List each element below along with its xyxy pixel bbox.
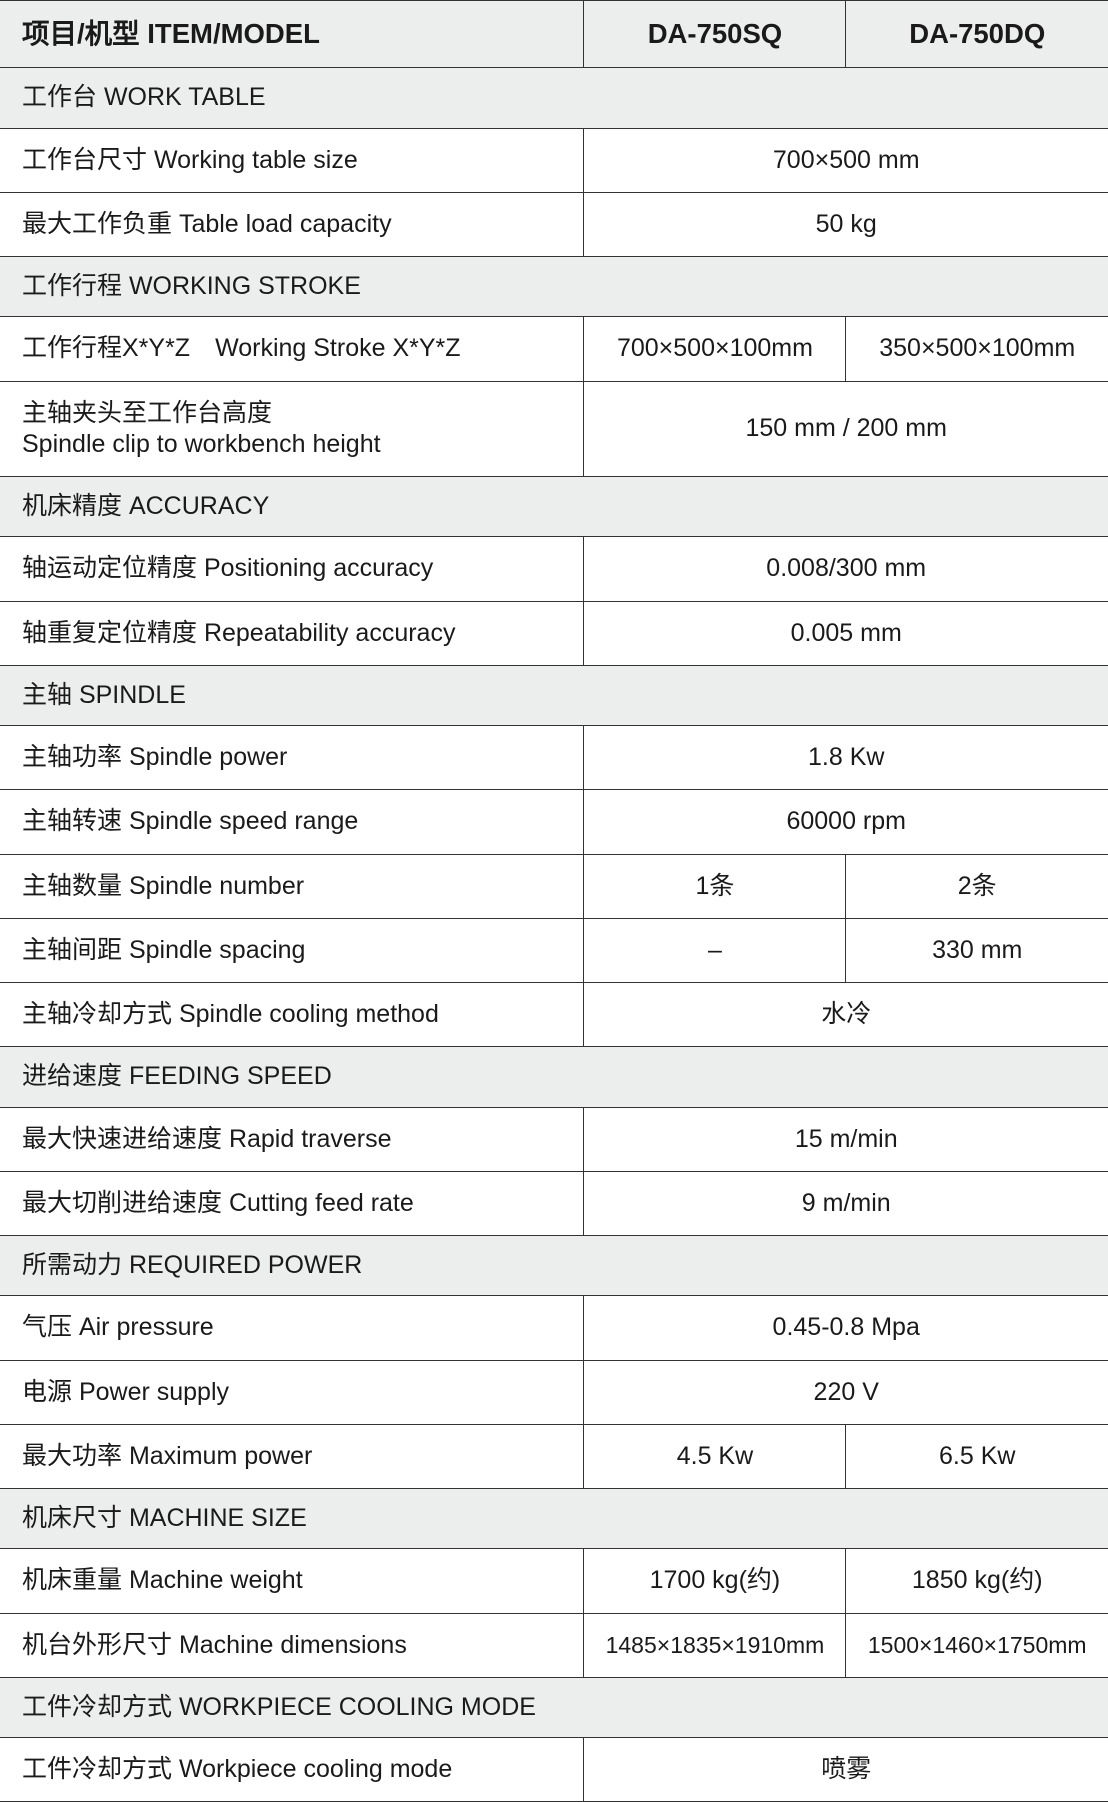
cell-label: 主轴冷却方式 Spindle cooling method xyxy=(0,983,584,1047)
cell-value: 50 kg xyxy=(584,192,1108,256)
row-working-stroke-xyz: 工作行程X*Y*Z Working Stroke X*Y*Z 700×500×1… xyxy=(0,317,1108,381)
row-air-pressure: 气压 Air pressure 0.45-0.8 Mpa xyxy=(0,1296,1108,1360)
section-label: 工作台 WORK TABLE xyxy=(0,68,1108,128)
section-work-table: 工作台 WORK TABLE xyxy=(0,68,1108,128)
row-spindle-spacing: 主轴间距 Spindle spacing – 330 mm xyxy=(0,918,1108,982)
row-machine-dimensions: 机台外形尺寸 Machine dimensions 1485×1835×1910… xyxy=(0,1613,1108,1677)
section-label: 所需动力 REQUIRED POWER xyxy=(0,1236,1108,1296)
row-positioning-accuracy: 轴运动定位精度 Positioning accuracy 0.008/300 m… xyxy=(0,537,1108,601)
header-model-b: DA-750DQ xyxy=(846,1,1108,68)
spec-table: 项目/机型 ITEM/MODEL DA-750SQ DA-750DQ 工作台 W… xyxy=(0,0,1108,1802)
row-spindle-cooling: 主轴冷却方式 Spindle cooling method 水冷 xyxy=(0,983,1108,1047)
section-spindle: 主轴 SPINDLE xyxy=(0,665,1108,725)
section-cooling-mode: 工件冷却方式 WORKPIECE COOLING MODE xyxy=(0,1677,1108,1737)
cell-value: 9 m/min xyxy=(584,1171,1108,1235)
cell-value: 0.008/300 mm xyxy=(584,537,1108,601)
row-max-power: 最大功率 Maximum power 4.5 Kw 6.5 Kw xyxy=(0,1424,1108,1488)
cell-value-a: 1700 kg(约) xyxy=(584,1549,846,1613)
row-repeatability-accuracy: 轴重复定位精度 Repeatability accuracy 0.005 mm xyxy=(0,601,1108,665)
cell-label: 工件冷却方式 Workpiece cooling mode xyxy=(0,1738,584,1802)
cell-label: 轴重复定位精度 Repeatability accuracy xyxy=(0,601,584,665)
cell-label: 轴运动定位精度 Positioning accuracy xyxy=(0,537,584,601)
cell-label: 机台外形尺寸 Machine dimensions xyxy=(0,1613,584,1677)
cell-label: 气压 Air pressure xyxy=(0,1296,584,1360)
row-working-table-size: 工作台尺寸 Working table size 700×500 mm xyxy=(0,128,1108,192)
section-label: 工件冷却方式 WORKPIECE COOLING MODE xyxy=(0,1677,1108,1737)
section-working-stroke: 工作行程 WORKING STROKE xyxy=(0,257,1108,317)
cell-value: 220 V xyxy=(584,1360,1108,1424)
cell-label: 主轴功率 Spindle power xyxy=(0,726,584,790)
cell-value-b: 1500×1460×1750mm xyxy=(846,1613,1108,1677)
cell-label: 工作台尺寸 Working table size xyxy=(0,128,584,192)
cell-value: 15 m/min xyxy=(584,1107,1108,1171)
row-spindle-speed: 主轴转速 Spindle speed range 60000 rpm xyxy=(0,790,1108,854)
cell-value-a: – xyxy=(584,918,846,982)
cell-value-a: 1条 xyxy=(584,854,846,918)
header-row: 项目/机型 ITEM/MODEL DA-750SQ DA-750DQ xyxy=(0,1,1108,68)
cell-value: 150 mm / 200 mm xyxy=(584,381,1108,477)
cell-label: 主轴夹头至工作台高度 Spindle clip to workbench hei… xyxy=(0,381,584,477)
cell-value: 700×500 mm xyxy=(584,128,1108,192)
cell-value-a: 4.5 Kw xyxy=(584,1424,846,1488)
section-accuracy: 机床精度 ACCURACY xyxy=(0,477,1108,537)
section-label: 主轴 SPINDLE xyxy=(0,665,1108,725)
cell-label: 最大工作负重 Table load capacity xyxy=(0,192,584,256)
cell-label: 最大切削进给速度 Cutting feed rate xyxy=(0,1171,584,1235)
cell-value-b: 350×500×100mm xyxy=(846,317,1108,381)
cell-value: 1.8 Kw xyxy=(584,726,1108,790)
row-table-load-capacity: 最大工作负重 Table load capacity 50 kg xyxy=(0,192,1108,256)
section-required-power: 所需动力 REQUIRED POWER xyxy=(0,1236,1108,1296)
row-workpiece-cooling: 工件冷却方式 Workpiece cooling mode 喷雾 xyxy=(0,1738,1108,1802)
section-label: 机床尺寸 MACHINE SIZE xyxy=(0,1489,1108,1549)
row-power-supply: 电源 Power supply 220 V xyxy=(0,1360,1108,1424)
cell-label: 最大快速进给速度 Rapid traverse xyxy=(0,1107,584,1171)
header-item-model: 项目/机型 ITEM/MODEL xyxy=(0,1,584,68)
cell-label: 主轴数量 Spindle number xyxy=(0,854,584,918)
cell-value: 0.005 mm xyxy=(584,601,1108,665)
section-label: 工作行程 WORKING STROKE xyxy=(0,257,1108,317)
cell-label: 最大功率 Maximum power xyxy=(0,1424,584,1488)
section-label: 进给速度 FEEDING SPEED xyxy=(0,1047,1108,1107)
cell-value-b: 2条 xyxy=(846,854,1108,918)
row-spindle-number: 主轴数量 Spindle number 1条 2条 xyxy=(0,854,1108,918)
cell-value-a: 1485×1835×1910mm xyxy=(584,1613,846,1677)
cell-label: 机床重量 Machine weight xyxy=(0,1549,584,1613)
cell-value-b: 330 mm xyxy=(846,918,1108,982)
section-label: 机床精度 ACCURACY xyxy=(0,477,1108,537)
row-spindle-clip-height: 主轴夹头至工作台高度 Spindle clip to workbench hei… xyxy=(0,381,1108,477)
cell-value-b: 6.5 Kw xyxy=(846,1424,1108,1488)
cell-label: 主轴转速 Spindle speed range xyxy=(0,790,584,854)
header-model-a: DA-750SQ xyxy=(584,1,846,68)
section-feeding-speed: 进给速度 FEEDING SPEED xyxy=(0,1047,1108,1107)
row-spindle-power: 主轴功率 Spindle power 1.8 Kw xyxy=(0,726,1108,790)
cell-value-b: 1850 kg(约) xyxy=(846,1549,1108,1613)
cell-value: 喷雾 xyxy=(584,1738,1108,1802)
row-rapid-traverse: 最大快速进给速度 Rapid traverse 15 m/min xyxy=(0,1107,1108,1171)
cell-value: 60000 rpm xyxy=(584,790,1108,854)
cell-value: 0.45-0.8 Mpa xyxy=(584,1296,1108,1360)
cell-label: 主轴间距 Spindle spacing xyxy=(0,918,584,982)
section-machine-size: 机床尺寸 MACHINE SIZE xyxy=(0,1489,1108,1549)
cell-label: 工作行程X*Y*Z Working Stroke X*Y*Z xyxy=(0,317,584,381)
cell-label: 电源 Power supply xyxy=(0,1360,584,1424)
cell-label-en: Spindle clip to workbench height xyxy=(22,430,381,458)
cell-label-zh: 主轴夹头至工作台高度 xyxy=(22,399,272,427)
row-cutting-feed: 最大切削进给速度 Cutting feed rate 9 m/min xyxy=(0,1171,1108,1235)
cell-value-a: 700×500×100mm xyxy=(584,317,846,381)
row-machine-weight: 机床重量 Machine weight 1700 kg(约) 1850 kg(约… xyxy=(0,1549,1108,1613)
cell-value: 水冷 xyxy=(584,983,1108,1047)
